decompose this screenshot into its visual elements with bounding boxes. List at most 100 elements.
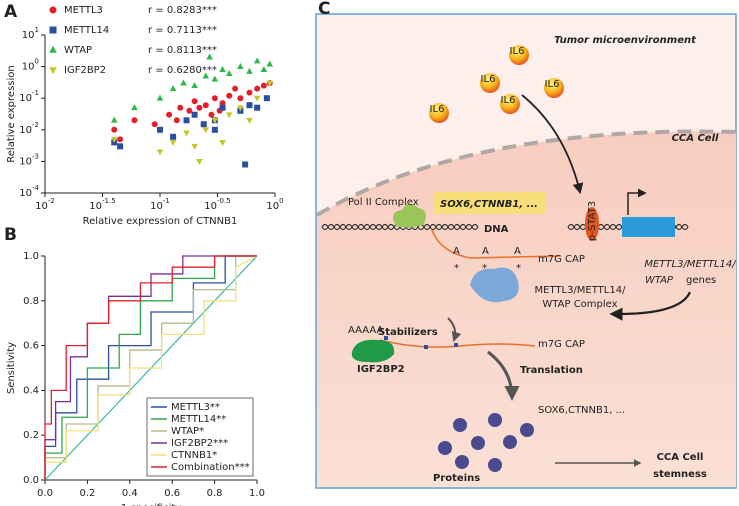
point — [183, 130, 190, 137]
roc-line — [44, 255, 257, 480]
arrow — [487, 350, 520, 401]
x-axis-label: 1-specificity — [121, 503, 181, 506]
point — [266, 80, 274, 87]
il6-ball — [429, 103, 449, 123]
x-tick-label: 1.0 — [249, 488, 265, 499]
tick-exponent: -1 — [32, 89, 39, 97]
x-axis-label: Relative expression of CTNNB1 — [83, 216, 238, 227]
point — [202, 102, 209, 109]
x-tick-label: 10-1 — [150, 197, 170, 212]
point — [219, 100, 226, 107]
legend-label: METTL3 — [64, 5, 103, 16]
y-tick-label: 10-3 — [19, 152, 39, 167]
point — [173, 117, 180, 124]
label: AAAAA — [348, 325, 383, 336]
tick-base: 10 — [22, 62, 35, 73]
label: METTL3/METTL14/ — [644, 259, 737, 270]
legend-label: CTNNB1* — [171, 450, 217, 461]
point — [183, 117, 190, 124]
tick-base: 10 — [89, 201, 102, 212]
point — [191, 111, 198, 118]
legend-label: METTL14 — [64, 25, 109, 36]
point — [246, 102, 253, 109]
tick-base: 10 — [150, 201, 163, 212]
igf2bp2-blob — [351, 339, 395, 363]
x-tick-label: 0.0 — [37, 488, 53, 499]
x-tick-label: 0.2 — [79, 488, 95, 499]
y-tick-label: 101 — [22, 26, 39, 41]
point — [211, 75, 219, 82]
membrane — [315, 129, 737, 217]
protein — [438, 441, 452, 455]
mrna — [379, 339, 536, 348]
label: stemness — [653, 469, 707, 480]
il6: IL6 — [545, 79, 560, 90]
point — [206, 53, 213, 60]
tick-base: 10 — [19, 93, 32, 104]
label: p-STAT3 — [587, 201, 598, 241]
point — [211, 117, 219, 124]
tick-base: 0.0 — [23, 475, 39, 486]
label: DNA — [484, 224, 509, 235]
point — [180, 79, 187, 86]
point — [237, 95, 244, 102]
label: Tumor microenvironment — [554, 35, 697, 46]
y-tick-label: 10-4 — [19, 184, 39, 199]
point — [169, 85, 177, 92]
point — [219, 66, 226, 73]
label: A — [514, 246, 521, 257]
legend-marker — [49, 6, 57, 14]
point — [211, 95, 218, 102]
legend-label: Combination*** — [171, 462, 250, 473]
point — [208, 111, 215, 118]
pstat3-blob — [585, 207, 599, 241]
tick-exponent: -1.5 — [102, 197, 116, 205]
label: Proteins — [433, 473, 480, 484]
label: Stabilizers — [378, 327, 438, 338]
il6: IL6 — [430, 104, 445, 115]
legend-annotation: r = 0.8113*** — [148, 45, 217, 56]
legend-label: IGF2BP2 — [64, 65, 106, 76]
tick-exponent: -3 — [32, 152, 39, 160]
legend-marker — [49, 67, 57, 75]
point — [177, 104, 184, 111]
y-tick-label: 0.0 — [23, 475, 39, 486]
tick-exponent: -2 — [32, 121, 39, 129]
protein — [488, 458, 502, 472]
label: A — [482, 246, 489, 257]
tick-exponent: -4 — [32, 184, 40, 192]
y-tick-label: 0.4 — [23, 385, 39, 396]
label: m7G CAP — [538, 254, 585, 265]
il6-ball — [500, 94, 520, 114]
point — [186, 107, 193, 114]
legend-annotation: r = 0.7113*** — [148, 25, 217, 36]
tick-base: 10 — [19, 188, 32, 199]
complex-blob — [470, 267, 519, 303]
arrow — [521, 94, 584, 195]
tick-base: 1.0 — [249, 488, 265, 499]
point — [263, 95, 270, 102]
point — [157, 126, 163, 133]
pol2-blob — [393, 203, 426, 228]
arrow — [447, 317, 462, 342]
point — [200, 121, 207, 128]
y-tick-label: 10-2 — [19, 121, 39, 136]
point — [191, 143, 198, 150]
point — [170, 133, 177, 140]
tick-base: 10 — [22, 30, 35, 41]
tick-base: 1.0 — [23, 251, 39, 262]
tick-base: 10 — [204, 201, 217, 212]
protein — [455, 455, 469, 469]
point — [131, 104, 138, 111]
y-tick-label: 0.8 — [23, 296, 39, 307]
protein — [503, 435, 517, 449]
protein — [471, 436, 485, 450]
legend-annotation: r = 0.6280*** — [148, 65, 217, 76]
roc-line — [44, 255, 257, 480]
point — [225, 112, 233, 119]
label: CCA Cell — [657, 452, 704, 463]
x-tick-label: 10-2 — [35, 197, 55, 212]
point — [202, 72, 210, 79]
point — [254, 104, 261, 111]
legend-label: WTAP — [64, 45, 92, 56]
